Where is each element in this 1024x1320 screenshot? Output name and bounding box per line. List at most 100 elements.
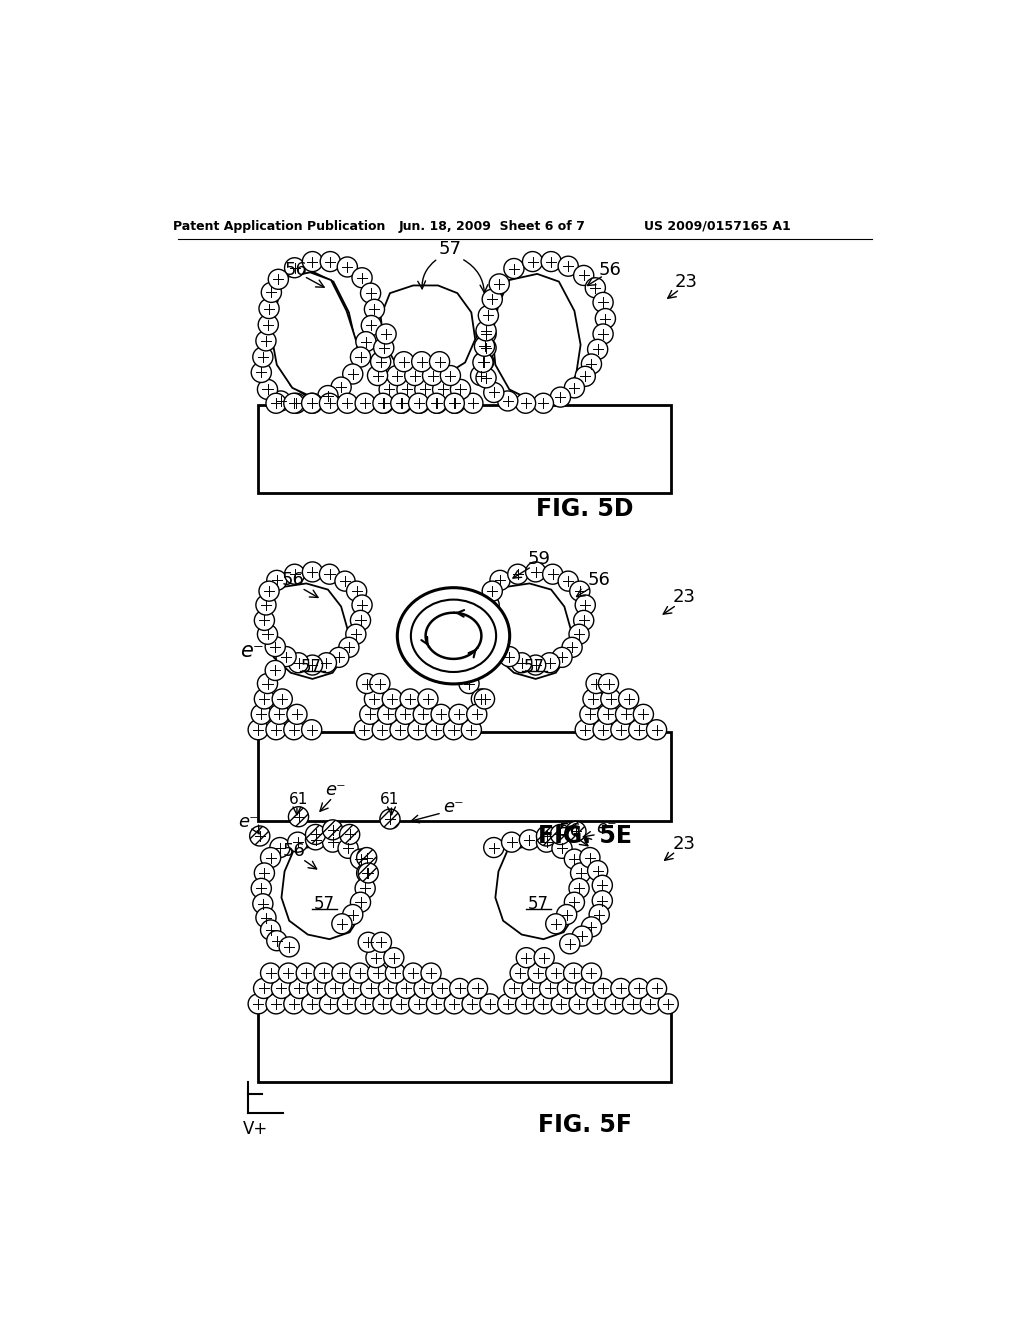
Circle shape (302, 252, 323, 272)
Circle shape (337, 393, 357, 413)
Circle shape (586, 673, 606, 693)
Circle shape (569, 994, 589, 1014)
Text: Patent Application Publication: Patent Application Publication (173, 219, 385, 232)
Circle shape (546, 964, 566, 983)
Circle shape (580, 847, 600, 867)
Ellipse shape (411, 599, 496, 672)
Circle shape (557, 978, 578, 998)
Circle shape (575, 367, 595, 387)
Circle shape (279, 964, 299, 983)
Circle shape (253, 347, 273, 367)
Circle shape (551, 994, 571, 1014)
Circle shape (266, 719, 286, 739)
Circle shape (598, 705, 617, 725)
Circle shape (562, 638, 583, 657)
Circle shape (284, 994, 304, 1014)
Circle shape (284, 393, 304, 413)
Text: 23: 23 (673, 834, 696, 853)
Circle shape (482, 581, 503, 601)
Circle shape (474, 689, 495, 709)
Circle shape (510, 964, 530, 983)
Circle shape (350, 892, 371, 912)
Circle shape (566, 821, 586, 841)
Circle shape (331, 378, 351, 397)
Circle shape (414, 705, 433, 725)
Circle shape (474, 337, 495, 356)
Circle shape (426, 719, 445, 739)
Circle shape (569, 878, 589, 899)
Bar (258, 405, 671, 494)
Text: 56: 56 (285, 261, 307, 279)
Circle shape (408, 719, 428, 739)
Circle shape (476, 323, 496, 345)
Circle shape (573, 610, 594, 631)
Circle shape (592, 875, 612, 895)
Circle shape (251, 878, 271, 899)
Circle shape (564, 378, 585, 397)
Circle shape (343, 978, 362, 998)
Circle shape (412, 351, 432, 372)
Circle shape (259, 298, 280, 318)
Circle shape (508, 564, 528, 585)
Circle shape (350, 610, 371, 631)
Circle shape (582, 964, 601, 983)
Circle shape (356, 331, 376, 351)
Circle shape (314, 964, 334, 983)
Circle shape (250, 826, 270, 846)
Circle shape (265, 636, 286, 656)
Circle shape (519, 830, 540, 850)
Circle shape (254, 689, 274, 709)
Circle shape (522, 252, 543, 272)
Circle shape (504, 978, 524, 998)
Circle shape (356, 673, 377, 693)
Circle shape (289, 978, 309, 998)
Circle shape (431, 705, 452, 725)
Text: FIG. 5E: FIG. 5E (539, 824, 632, 847)
Circle shape (592, 891, 612, 911)
Polygon shape (493, 275, 581, 401)
Circle shape (394, 351, 414, 372)
Circle shape (305, 830, 326, 850)
Text: e⁻: e⁻ (238, 813, 258, 832)
Circle shape (379, 379, 399, 400)
Text: e⁻: e⁻ (597, 820, 617, 837)
Circle shape (287, 705, 307, 725)
Circle shape (258, 314, 279, 335)
Circle shape (346, 624, 366, 644)
Text: 57: 57 (527, 895, 549, 912)
Circle shape (302, 719, 322, 739)
Circle shape (534, 393, 554, 413)
Circle shape (385, 964, 406, 983)
Circle shape (390, 719, 410, 739)
Circle shape (265, 660, 286, 681)
Circle shape (550, 387, 570, 407)
Circle shape (426, 393, 446, 413)
Circle shape (564, 892, 585, 912)
Circle shape (260, 920, 281, 940)
Circle shape (359, 705, 380, 725)
Circle shape (337, 257, 357, 277)
Circle shape (604, 994, 625, 1014)
Circle shape (521, 978, 542, 998)
Circle shape (302, 994, 322, 1014)
Circle shape (593, 293, 613, 313)
Circle shape (480, 994, 500, 1014)
Circle shape (319, 994, 340, 1014)
Circle shape (558, 572, 579, 591)
Circle shape (593, 978, 613, 998)
Circle shape (618, 689, 639, 709)
Circle shape (387, 366, 407, 385)
Circle shape (384, 948, 403, 968)
Circle shape (403, 964, 423, 983)
Circle shape (256, 908, 276, 928)
Bar (258, 1006, 671, 1082)
Circle shape (254, 978, 273, 998)
Circle shape (483, 838, 504, 858)
Circle shape (573, 265, 594, 285)
Bar (258, 733, 671, 821)
Circle shape (400, 689, 420, 709)
Circle shape (332, 913, 352, 933)
Circle shape (365, 689, 385, 709)
Circle shape (415, 379, 435, 400)
Circle shape (355, 393, 375, 413)
